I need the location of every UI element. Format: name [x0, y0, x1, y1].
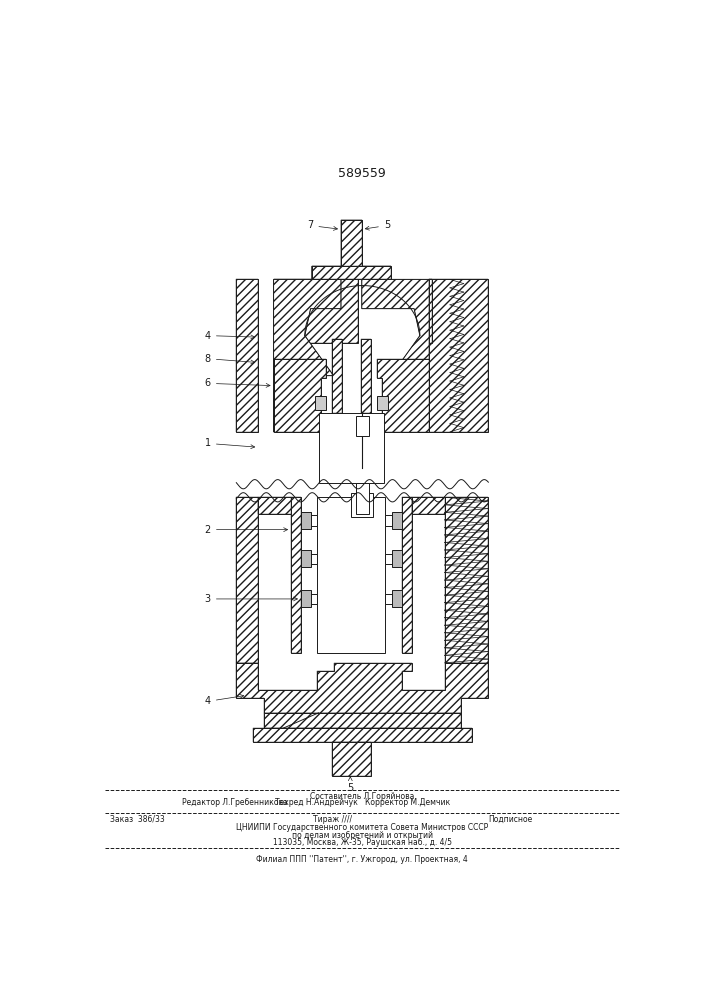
Polygon shape	[332, 742, 370, 776]
Polygon shape	[377, 359, 429, 432]
Text: Филиал ППП ''Патент'', г. Ужгород, ул. Проектная, 4: Филиал ППП ''Патент'', г. Ужгород, ул. П…	[257, 855, 468, 864]
Polygon shape	[253, 728, 472, 742]
Polygon shape	[236, 663, 489, 713]
Text: по делам изобретений и открытий: по делам изобретений и открытий	[292, 831, 433, 840]
Text: 8: 8	[205, 354, 255, 364]
Bar	[301, 590, 311, 607]
Text: 5: 5	[347, 777, 354, 793]
Text: Подписное: Подписное	[489, 815, 532, 824]
Polygon shape	[236, 497, 258, 663]
Bar	[385, 594, 402, 604]
Text: 3: 3	[205, 594, 298, 604]
Text: 6: 6	[205, 378, 270, 388]
Bar	[301, 554, 317, 564]
Bar	[315, 396, 326, 410]
Bar	[301, 512, 311, 529]
Polygon shape	[258, 497, 291, 514]
Text: Тираж ////: Тираж ////	[313, 815, 352, 824]
Text: Техред Н.Андрейчук   Корректор М.Демчик: Техред Н.Андрейчук Корректор М.Демчик	[275, 798, 450, 807]
Polygon shape	[274, 359, 326, 432]
Polygon shape	[274, 279, 358, 343]
Polygon shape	[445, 497, 489, 663]
Bar	[356, 416, 369, 436]
Bar	[351, 493, 373, 517]
Bar	[301, 594, 317, 604]
Text: 4: 4	[205, 694, 244, 706]
Bar	[385, 554, 402, 564]
Polygon shape	[332, 339, 341, 413]
Bar	[392, 590, 402, 607]
Bar	[392, 550, 402, 567]
Text: 5: 5	[366, 220, 390, 230]
Bar	[392, 512, 402, 529]
Text: Заказ  386/33: Заказ 386/33	[110, 815, 165, 824]
Text: 1: 1	[205, 438, 255, 449]
Polygon shape	[236, 279, 258, 432]
Text: Составитель Л.Горяйнова: Составитель Л.Горяйнова	[310, 792, 414, 801]
Text: 2: 2	[205, 525, 288, 535]
Polygon shape	[402, 497, 411, 653]
Text: ЦНИИПИ Государственного комитета Совета Министров СССР: ЦНИИПИ Государственного комитета Совета …	[236, 823, 489, 832]
Text: 7: 7	[307, 220, 337, 230]
Text: Редактор Л.Гребенникова: Редактор Л.Гребенникова	[182, 798, 287, 807]
Polygon shape	[362, 266, 429, 432]
Bar	[385, 515, 402, 526]
Polygon shape	[361, 339, 370, 413]
Polygon shape	[411, 497, 445, 514]
Bar	[377, 396, 388, 410]
Text: 113035, Москва, Ж-35, Раушская наб., д. 4/5: 113035, Москва, Ж-35, Раушская наб., д. …	[273, 838, 452, 847]
Bar	[301, 515, 317, 526]
Bar	[317, 497, 385, 653]
Bar	[301, 550, 311, 567]
Polygon shape	[291, 497, 301, 653]
Text: 4: 4	[205, 331, 255, 341]
Polygon shape	[429, 279, 432, 343]
Bar	[356, 483, 369, 514]
Polygon shape	[429, 279, 489, 432]
Bar	[319, 413, 385, 483]
Text: 589559: 589559	[339, 167, 386, 180]
Polygon shape	[274, 266, 341, 432]
Polygon shape	[264, 713, 461, 728]
Polygon shape	[341, 220, 362, 266]
Polygon shape	[312, 220, 391, 279]
